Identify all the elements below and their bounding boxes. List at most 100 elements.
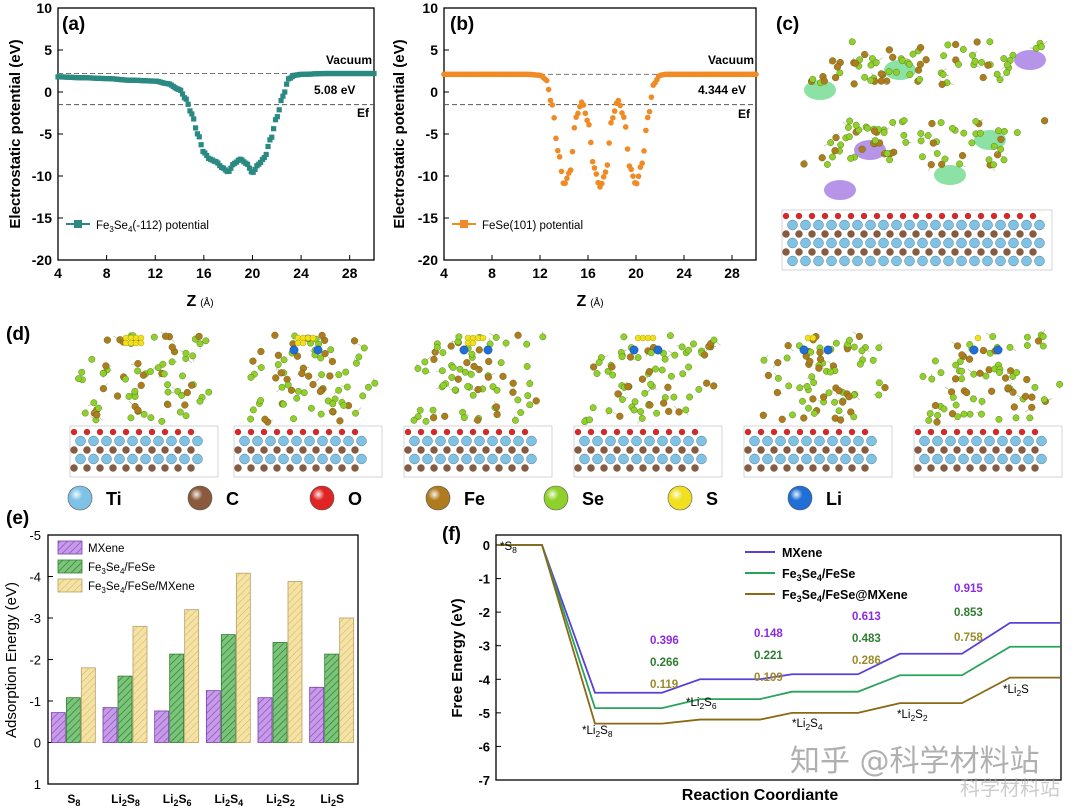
slab-atom <box>1036 453 1047 465</box>
se-atom <box>933 150 941 157</box>
slab-atom <box>678 464 686 472</box>
se-atom <box>630 406 638 414</box>
se-atom <box>439 382 447 389</box>
e-bar-li2s8-series3 <box>132 625 148 743</box>
fe-atom <box>855 332 864 341</box>
b-y-tick-label: 5 <box>430 42 438 58</box>
panel-b-label: (b) <box>450 14 474 35</box>
panel-b-x-axis-label: Z (Å) <box>576 293 603 310</box>
panel-e-adsorption-energy: (e) -5-4-3-2-101 S8 Li2S8 Li2S6 Li2S4 Li2S2 L… <box>3 508 359 808</box>
se-atom <box>958 375 965 383</box>
a-data-point <box>179 91 186 97</box>
slab-atom <box>951 248 959 256</box>
slab-atom <box>775 435 786 447</box>
slab-atom <box>417 428 425 436</box>
slab-atom <box>873 248 881 256</box>
e-legend-label-part: Se <box>106 562 120 574</box>
f-step-label-part: *Li <box>792 718 805 730</box>
se-atom <box>978 397 986 405</box>
slab-atom <box>526 453 537 465</box>
se-atom <box>678 343 686 351</box>
se-atom <box>429 406 437 414</box>
panel-d-structure-images <box>69 329 1064 478</box>
b-data-point <box>648 94 655 100</box>
fe-atom <box>885 46 893 54</box>
s-atom <box>137 339 145 347</box>
slab-atom <box>945 435 956 447</box>
fe-atom <box>608 363 616 371</box>
a-data-point <box>274 114 280 120</box>
slab-atom <box>1016 248 1024 256</box>
f-step-label-part: 2 <box>699 701 704 711</box>
slab-atom <box>826 219 837 231</box>
a-data-point <box>178 87 184 93</box>
slab-atom <box>925 212 933 220</box>
charge-density-lobe <box>934 165 966 185</box>
element-legend-highlight <box>544 486 568 510</box>
fe-atom <box>309 380 317 389</box>
se-atom <box>1004 61 1011 69</box>
slab-atom <box>652 446 660 454</box>
slab-atom <box>757 464 765 472</box>
f-y-tick-label: -1 <box>478 572 490 587</box>
f-legend-label-3: Fe3Se4/FeSe@MXene <box>782 588 908 604</box>
se-atom <box>760 356 768 364</box>
se-atom <box>414 365 422 372</box>
slab-atom <box>696 453 707 465</box>
slab-atom <box>878 219 889 231</box>
se-atom <box>972 118 980 125</box>
structure-1 <box>69 331 219 478</box>
e-x-tick-label-part: 2 <box>122 798 127 808</box>
se-atom <box>958 367 966 375</box>
element-legend: Ti C O Fe Se S Li <box>67 485 842 511</box>
slab-atom <box>969 219 980 231</box>
e-x-tick-label-part: Li <box>266 792 277 806</box>
f-y-tick-label: -5 <box>478 706 490 721</box>
slab-atom <box>1031 428 1039 436</box>
se-atom <box>989 333 997 340</box>
fe-atom <box>701 351 709 359</box>
e-x-tick-label-part: 2 <box>277 798 282 808</box>
slab-atom <box>291 453 302 465</box>
slab-atom <box>839 237 850 249</box>
f-legend-label-part: Se <box>802 588 817 602</box>
se-atom <box>99 369 107 377</box>
fe-atom <box>833 63 842 71</box>
fe-atom <box>922 56 930 64</box>
b-data-point <box>644 114 651 121</box>
a-data-point <box>183 96 189 102</box>
se-atom <box>517 409 525 416</box>
panel-b-legend-text: FeSe(101) potential <box>482 220 583 232</box>
se-atom <box>937 119 945 126</box>
f-step-value-label: 0.483 <box>852 633 881 645</box>
se-atom <box>846 336 853 344</box>
a-data-point <box>284 81 290 87</box>
slab-atom <box>938 230 946 238</box>
e-x-tick-label-part: S <box>336 792 344 806</box>
fe-atom <box>316 387 324 396</box>
slab-atom <box>953 464 961 472</box>
se-atom <box>421 358 429 366</box>
slab-atom <box>886 230 894 238</box>
a-data-point <box>252 166 258 172</box>
slab-atom <box>631 435 642 447</box>
panel-b-x-ticks: 4 8 12 16 20 24 28 <box>440 255 740 281</box>
se-atom <box>831 398 839 406</box>
se-atom <box>940 405 948 413</box>
b-data-point <box>556 154 563 160</box>
slab-atom <box>299 464 307 472</box>
fe-atom <box>809 395 817 403</box>
se-atom <box>848 38 856 46</box>
fe-atom <box>916 60 924 68</box>
se-atom <box>147 414 155 422</box>
slab-atom <box>299 446 307 454</box>
element-legend-label-fe: Fe <box>464 489 485 509</box>
slab-atom <box>474 435 485 447</box>
slab-atom <box>945 453 956 465</box>
slab-atom <box>260 464 268 472</box>
se-atom <box>182 349 190 357</box>
slab-atom <box>861 464 869 472</box>
fe-atom <box>877 70 885 78</box>
fe-atom <box>665 407 673 415</box>
